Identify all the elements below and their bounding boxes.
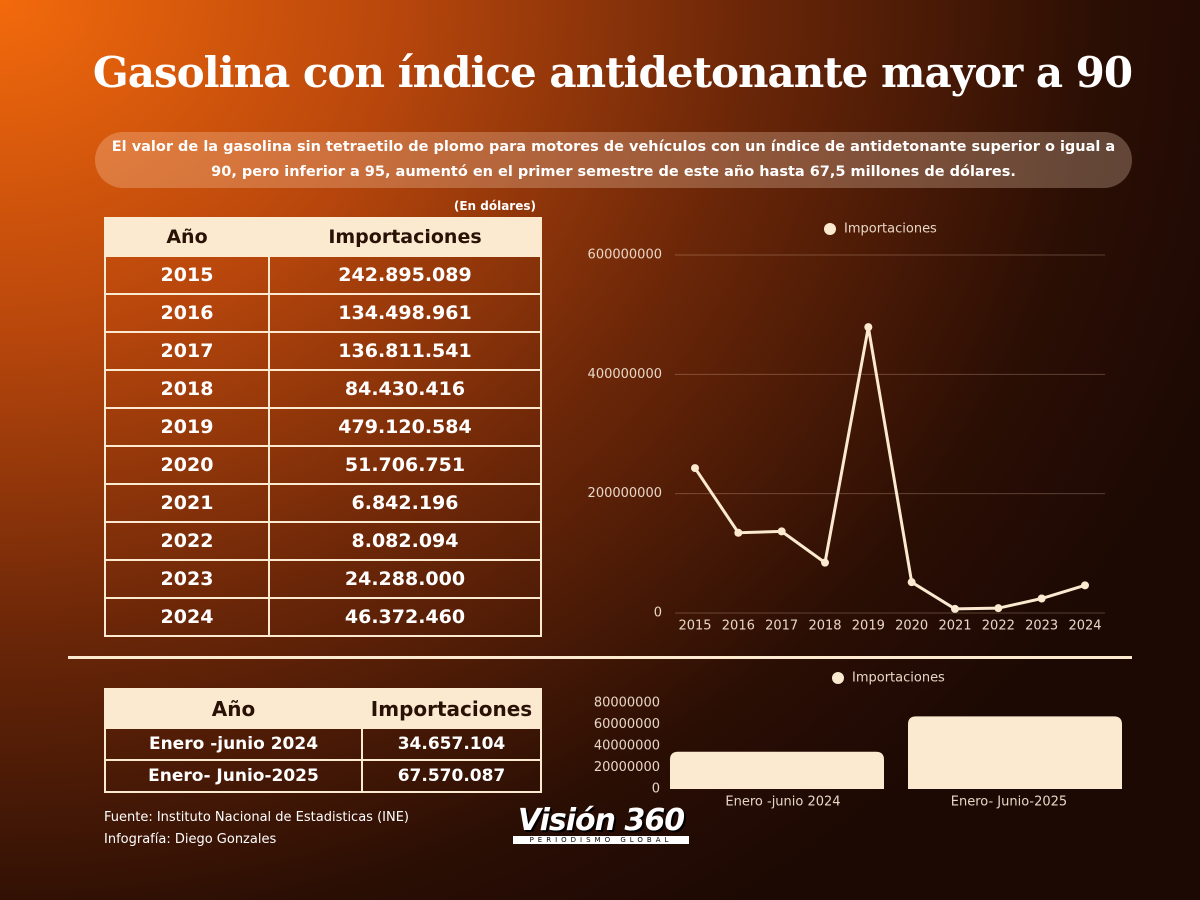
point [691,464,699,473]
table-cell: 2023 [104,559,270,599]
column-header: Año [104,217,270,257]
x-tick-label: 2018 [808,619,841,634]
y-tick-label: 40000000 [594,739,660,754]
x-tick-label: 2021 [938,619,971,634]
title: Gasolina con índice antidetonante mayor … [92,48,1133,97]
y-tick-label: 200000000 [588,486,662,501]
logo-tagline: PERIODISMO GLOBAL [513,836,689,844]
x-tick-label: Enero- Junio-2025 [951,795,1067,810]
table-row: 2015 242.895.089 [104,255,542,295]
table-cell: 84.430.416 [268,369,542,409]
source: Fuente: Instituto Nacional de Estadistic… [104,810,409,825]
y-tick-label: 60000000 [594,717,660,732]
table-cell: 242.895.089 [268,255,542,295]
x-tick-label: 2023 [1025,619,1058,634]
y-tick-label: 0 [654,606,662,621]
x-tick-label: 2017 [765,619,798,634]
table-cell: 67.570.087 [361,759,542,793]
legend-marker [832,672,844,684]
y-tick-label: 80000000 [594,696,660,711]
x-tick-label: 2015 [678,619,711,634]
x-tick-label: 2024 [1068,619,1101,634]
logo-name: Visión 360 [517,803,685,838]
point [951,604,959,613]
table-cell: 2019 [104,407,270,447]
table-cell: 136.811.541 [268,331,542,371]
table-row: 2020 51.706.751 [104,445,542,485]
table-cell: 2015 [104,255,270,295]
table-row: 2017 136.811.541 [104,331,542,371]
header-row: Año Importaciones [104,217,542,257]
point [864,323,873,332]
y-tick-label: 0 [652,782,660,797]
table-row: 2023 24.288.000 [104,559,542,599]
bar [908,716,1122,789]
point [1037,594,1046,603]
table-cell: 24.288.000 [268,559,542,599]
table-cell: 2016 [104,293,270,333]
table-cell: 2022 [104,521,270,561]
table-row: 2021 6.842.196 [104,483,542,523]
annual-table: Año Importaciones 2015 242.895.089 2016 134.4… [104,217,542,637]
bar [670,751,884,789]
point [821,558,829,567]
logo: Visión 360 PERIODISMO GLOBAL [513,803,689,844]
table-row: Enero -junio 2024 34.657.104 [104,727,542,761]
table-cell: 51.706.751 [268,445,542,485]
table-cell: 8.082.094 [268,521,542,561]
table-cell: 2018 [104,369,270,409]
column-header: Importaciones [268,217,542,257]
table-cell: 2020 [104,445,270,485]
credit: Infografía: Diego Gonzales [104,832,277,847]
table-row: 2019 479.120.584 [104,407,542,447]
table-cell: 134.498.961 [268,293,542,333]
table-row: 2018 84.430.416 [104,369,542,409]
legend-label: Importaciones [852,671,945,686]
y-tick-label: 600000000 [588,248,662,263]
table-cell: Enero- Junio-2025 [104,759,363,793]
table-cell: 2021 [104,483,270,523]
unit-note: (En dólares) [453,199,536,213]
semester-table: Año Importaciones Enero -junio 2024 34.657.… [104,688,542,793]
x-tick-label: Enero -junio 2024 [725,795,840,810]
table-row: Enero- Junio-2025 67.570.087 [104,759,542,793]
x-tick-label: 2022 [982,619,1015,634]
table-cell: 46.372.460 [268,597,542,637]
table-row: 2016 134.498.961 [104,293,542,333]
line [693,326,1086,611]
legend-marker [824,223,836,235]
table-cell: 6.842.196 [268,483,542,523]
point [907,578,916,587]
table-cell: 2024 [104,597,270,637]
table-cell: 2017 [104,331,270,371]
point [994,604,1003,613]
subtitle: El valor de la gasolina sin tetraetilo d… [95,132,1132,188]
point [1081,581,1089,590]
table-cell: 34.657.104 [361,727,542,761]
x-tick-label: 2016 [722,619,755,634]
legend-label: Importaciones [844,222,937,237]
point [777,527,786,536]
header-row: Año Importaciones [104,688,542,729]
x-tick-label: 2019 [852,619,885,634]
divider [68,656,1132,659]
y-tick-label: 400000000 [588,367,662,382]
x-tick-label: 2020 [895,619,928,634]
column-header: Importaciones [361,688,542,729]
point [734,528,743,537]
table-cell: Enero -junio 2024 [104,727,363,761]
table-cell: 479.120.584 [268,407,542,447]
table-row: 2022 8.082.094 [104,521,542,561]
column-header: Año [104,688,363,729]
table-row: 2024 46.372.460 [104,597,542,637]
y-tick-label: 20000000 [594,760,660,775]
